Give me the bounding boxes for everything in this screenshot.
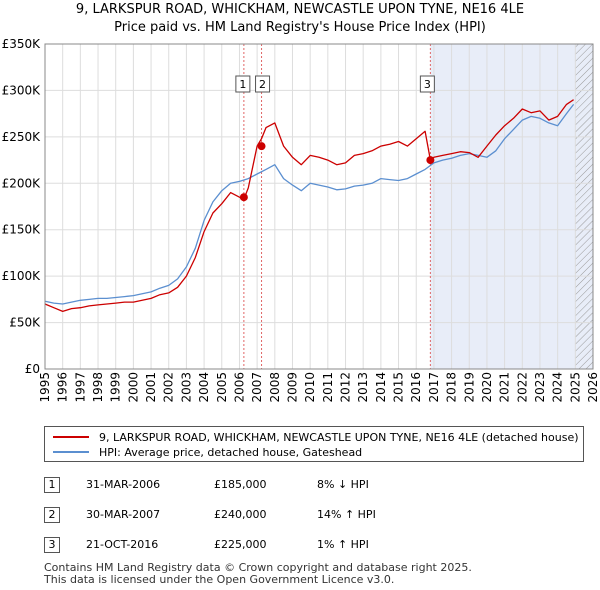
transaction-hpi-change: 1% ↑ HPI <box>317 538 369 551</box>
x-tick-label: 2002 <box>162 372 176 403</box>
transaction-label: 1 <box>239 78 246 91</box>
chart-title-line2: Price paid vs. HM Land Registry's House … <box>114 20 486 35</box>
transaction-date: 30-MAR-2007 <box>86 508 161 521</box>
transaction-hpi-change: 14% ↑ HPI <box>317 508 376 521</box>
transaction-label: 3 <box>424 78 431 91</box>
x-tick-label: 2022 <box>515 372 529 403</box>
x-tick-label: 2007 <box>250 372 264 403</box>
transaction-row: 3 21-OCT-2016 £225,000 1% ↑ HPI <box>44 537 564 555</box>
y-tick-label: £350K <box>2 37 42 51</box>
transaction-marker: 2 <box>44 507 60 523</box>
series-line-hpi <box>44 104 575 305</box>
legend-label-property: 9, LARKSPUR ROAD, WHICKHAM, NEWCASTLE UP… <box>99 430 579 444</box>
transaction-price: £225,000 <box>214 538 267 551</box>
transaction-point <box>257 142 266 151</box>
legend-item-property: 9, LARKSPUR ROAD, WHICKHAM, NEWCASTLE UP… <box>45 430 579 444</box>
y-tick-label: £50K <box>9 316 41 330</box>
transaction-label-box <box>255 75 271 93</box>
legend-item-hpi: HPI: Average price, detached house, Gate… <box>45 445 362 459</box>
transaction-label-box <box>235 75 251 93</box>
transaction-price: £240,000 <box>214 508 267 521</box>
y-tick-label: £100K <box>2 269 42 283</box>
y-tick-label: £150K <box>2 223 42 237</box>
shaded-region <box>430 44 593 369</box>
x-tick-label: 2000 <box>126 372 140 403</box>
axes-frame <box>44 43 594 370</box>
x-tick-label: 2016 <box>409 372 423 403</box>
x-tick-label: 2025 <box>568 372 582 403</box>
x-tick-label: 2019 <box>462 372 476 403</box>
x-tick-label: 2006 <box>232 372 246 403</box>
x-tick-label: 2017 <box>427 372 441 403</box>
legend-swatch-property <box>53 436 89 438</box>
legend: 9, LARKSPUR ROAD, WHICKHAM, NEWCASTLE UP… <box>44 426 584 462</box>
x-tick-label: 2024 <box>551 372 565 403</box>
x-tick-label: 2014 <box>374 372 388 403</box>
x-tick-label: 2011 <box>321 372 335 403</box>
transaction-row: 1 31-MAR-2006 £185,000 8% ↓ HPI <box>44 477 564 495</box>
x-tick-label: 2013 <box>356 372 370 403</box>
x-tick-label: 1998 <box>91 372 105 403</box>
x-tick-label: 2020 <box>480 372 494 403</box>
x-tick-label: 2018 <box>445 372 459 403</box>
transaction-price: £185,000 <box>214 478 267 491</box>
y-tick-label: £200K <box>2 176 42 190</box>
series-line-property <box>44 99 574 313</box>
legend-label-hpi: HPI: Average price, detached house, Gate… <box>99 445 363 459</box>
x-tick-label: 2021 <box>498 372 512 403</box>
transaction-point <box>426 156 435 165</box>
x-tick-label: 2003 <box>179 372 193 403</box>
x-tick-label: 2023 <box>533 372 547 403</box>
transaction-date: 31-MAR-2006 <box>86 478 161 491</box>
y-tick-label: £300K <box>2 83 42 97</box>
x-tick-label: 1995 <box>38 372 52 403</box>
transaction-marker: 3 <box>44 537 60 553</box>
transaction-point <box>239 193 248 202</box>
x-tick-label: 2005 <box>215 372 229 403</box>
footer-copyright: Contains HM Land Registry data © Crown c… <box>44 561 472 574</box>
chart-title-line1: 9, LARKSPUR ROAD, WHICKHAM, NEWCASTLE UP… <box>75 2 525 17</box>
transaction-hpi-change: 8% ↓ HPI <box>317 478 369 491</box>
y-tick-label: £250K <box>2 130 42 144</box>
transaction-label-box <box>419 75 435 93</box>
x-tick-label: 2015 <box>392 372 406 403</box>
x-tick-label: 1999 <box>109 372 123 403</box>
footer-licence: This data is licensed under the Open Gov… <box>44 573 395 586</box>
x-tick-label: 1996 <box>56 372 70 403</box>
x-tick-label: 1997 <box>73 372 87 403</box>
legend-swatch-hpi <box>53 451 89 453</box>
x-tick-label: 2004 <box>197 372 211 403</box>
transaction-marker: 1 <box>44 477 60 493</box>
y-tick-label: £0 <box>25 362 40 376</box>
x-tick-label: 2010 <box>303 372 317 403</box>
x-tick-label: 2012 <box>339 372 353 403</box>
transaction-row: 2 30-MAR-2007 £240,000 14% ↑ HPI <box>44 507 564 525</box>
transaction-date: 21-OCT-2016 <box>86 538 159 551</box>
x-tick-label: 2008 <box>268 372 282 403</box>
x-tick-label: 2026 <box>586 372 600 403</box>
hatched-region <box>575 44 593 369</box>
x-tick-label: 2001 <box>144 372 158 403</box>
x-tick-label: 2009 <box>285 372 299 403</box>
transaction-label: 2 <box>259 78 266 91</box>
